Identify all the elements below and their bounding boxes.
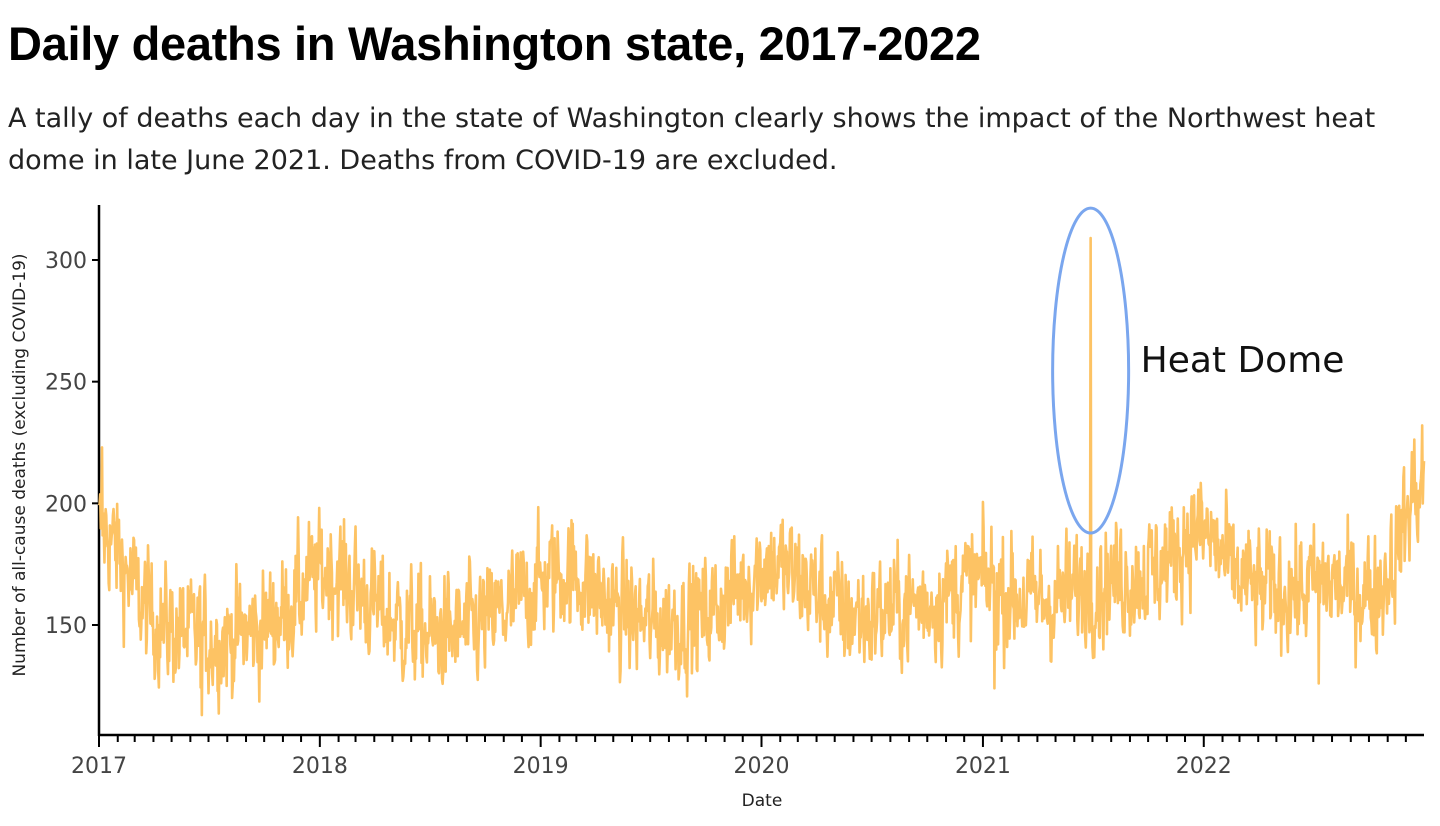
chart-subtitle: A tally of deaths each day in the state … xyxy=(8,103,1376,176)
y-tick-label: 250 xyxy=(45,371,87,396)
chart-title: Daily deaths in Washington state, 2017-2… xyxy=(8,17,981,70)
x-tick-label: 2020 xyxy=(734,754,790,779)
x-tick-label: 2017 xyxy=(71,754,127,779)
annotation-group: Heat Dome xyxy=(1051,206,1345,535)
x-tick-label: 2019 xyxy=(513,754,569,779)
x-tick-label: 2018 xyxy=(292,754,348,779)
y-axis: 150 200 250 300 xyxy=(45,205,101,736)
series-line-daily-deaths xyxy=(97,236,1426,717)
x-axis: 2017 2018 2019 2020 2021 2022 xyxy=(71,733,1424,779)
y-tick-label: 200 xyxy=(45,492,87,517)
y-tick-label: 150 xyxy=(45,614,87,639)
series-group xyxy=(97,236,1426,717)
heat-dome-annotation-label: Heat Dome xyxy=(1141,340,1345,381)
x-tick-label: 2021 xyxy=(955,754,1011,779)
heat-dome-ellipse xyxy=(1051,206,1131,535)
x-axis-label: Date xyxy=(742,791,783,811)
y-axis-label: Number of all-cause deaths (excluding CO… xyxy=(10,253,30,676)
x-tick-label: 2022 xyxy=(1176,754,1232,779)
y-tick-label: 300 xyxy=(45,249,87,274)
